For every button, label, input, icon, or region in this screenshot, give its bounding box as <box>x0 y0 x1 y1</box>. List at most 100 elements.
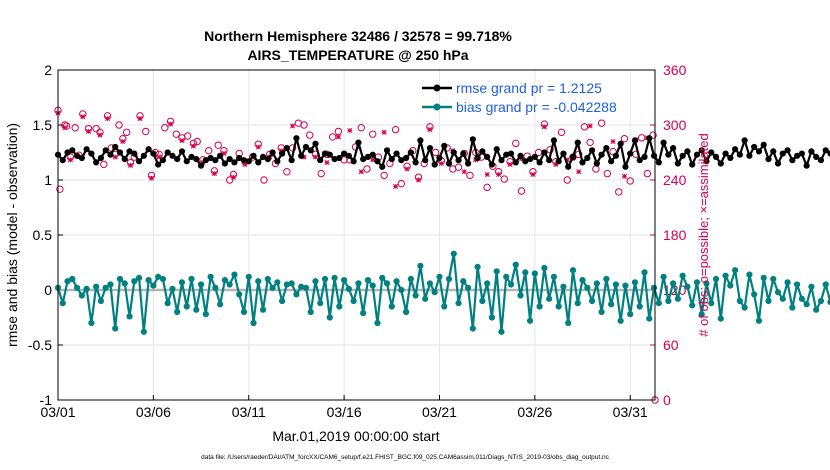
rmse-point <box>112 143 119 151</box>
bias-series <box>54 250 830 335</box>
obs-assimilated-point <box>381 129 387 135</box>
rmse-point <box>240 157 248 164</box>
obs-possible-point <box>357 124 365 132</box>
obs-assimilated-point <box>127 162 134 168</box>
rmse-point <box>150 150 157 157</box>
bias-point <box>417 262 424 269</box>
rmse-point <box>674 160 681 167</box>
bias-point <box>503 273 510 280</box>
rmse-point <box>474 154 481 162</box>
obs-possible-point <box>369 130 377 138</box>
rmse-point <box>636 157 643 164</box>
rmse-point <box>517 152 524 159</box>
rmse-point <box>341 150 348 157</box>
y-tick-label: 0.5 <box>33 227 53 243</box>
bias-point <box>684 283 691 290</box>
rmse-point <box>259 153 267 160</box>
obs-assimilated-point <box>230 174 237 180</box>
bias-point <box>474 263 481 270</box>
bias-point <box>803 301 810 308</box>
obs-assimilated-point <box>427 127 433 133</box>
rmse-point <box>226 156 233 163</box>
rmse-point <box>293 135 300 142</box>
bias-point <box>722 272 729 279</box>
bias-point <box>159 275 167 283</box>
rmse-point <box>565 163 572 170</box>
bias-point <box>73 284 81 291</box>
rmse-point <box>493 146 500 153</box>
obs-possible-point <box>161 124 169 132</box>
rmse-point <box>541 149 548 156</box>
bias-point <box>560 283 567 290</box>
rmse-point <box>484 153 491 160</box>
bias-point <box>64 278 71 285</box>
rmse-point <box>288 157 295 164</box>
bias-point <box>660 273 667 280</box>
obs-possible-point <box>92 124 100 133</box>
rmse-point <box>464 160 472 167</box>
bias-point <box>393 278 400 285</box>
rmse-point <box>145 146 152 153</box>
rmse-point <box>741 137 748 144</box>
obs-assimilated-point <box>290 123 296 129</box>
obs-possible-point <box>193 137 201 146</box>
rmse-point <box>360 156 367 163</box>
obs-assimilated-point <box>112 154 118 160</box>
rmse-point <box>770 148 777 155</box>
rmse-point <box>59 157 66 164</box>
bias-point <box>798 295 805 302</box>
rmse-point <box>722 150 729 157</box>
rmse-point <box>717 160 724 167</box>
rmse-point <box>264 156 271 163</box>
rmse-point <box>426 145 434 152</box>
bias-point <box>517 292 524 299</box>
rmse-point <box>641 153 648 160</box>
obs-possible-point <box>626 177 634 185</box>
bias-point <box>374 319 381 327</box>
rmse-point <box>174 156 181 163</box>
rmse-point <box>627 150 634 157</box>
bias-point <box>584 284 591 291</box>
obs-possible-point <box>100 160 108 169</box>
bias-point <box>608 301 615 308</box>
bias-point <box>670 280 677 287</box>
rmse-point <box>97 154 105 162</box>
obs-possible-point <box>637 134 646 142</box>
obs-assimilated-point <box>484 171 490 178</box>
bias-point <box>793 281 801 288</box>
bias-point <box>603 275 610 283</box>
rmse-point <box>646 135 653 142</box>
rmse-point <box>503 151 510 158</box>
bias-point <box>259 306 267 313</box>
obs-possible-point <box>557 128 566 137</box>
obs-possible-point <box>122 128 131 137</box>
data-file-footnote: data file: /Users/raeder/DAI/ATM_forcXX/… <box>201 454 610 461</box>
obs-assimilated-point <box>255 144 261 150</box>
rmse-point <box>131 150 138 157</box>
bias-point <box>236 291 243 298</box>
obs-possible-point <box>615 188 623 196</box>
y2-axis-label: # of obs: o=possible; ×=assimilated <box>696 133 711 336</box>
bias-point <box>59 300 66 307</box>
bias-point <box>402 308 410 316</box>
obs-possible-point <box>380 171 388 180</box>
rmse-point <box>698 147 705 154</box>
bias-point <box>126 313 133 320</box>
rmse-point <box>255 159 262 166</box>
bias-point <box>231 271 238 278</box>
bias-point <box>789 304 796 311</box>
y-tick-label: 1 <box>44 172 52 188</box>
bias-point <box>431 289 438 296</box>
bias-point <box>774 289 782 296</box>
bias-point <box>345 285 352 292</box>
rmse-point <box>784 147 791 154</box>
rmse-point <box>398 157 405 164</box>
rmse-point <box>817 157 825 164</box>
bias-point <box>422 295 429 302</box>
obs-possible-point <box>142 127 150 136</box>
bias-point <box>479 297 486 305</box>
bias-point <box>550 273 558 280</box>
rmse-point <box>93 159 100 166</box>
rmse-point <box>312 140 319 147</box>
bias-point <box>512 261 519 268</box>
